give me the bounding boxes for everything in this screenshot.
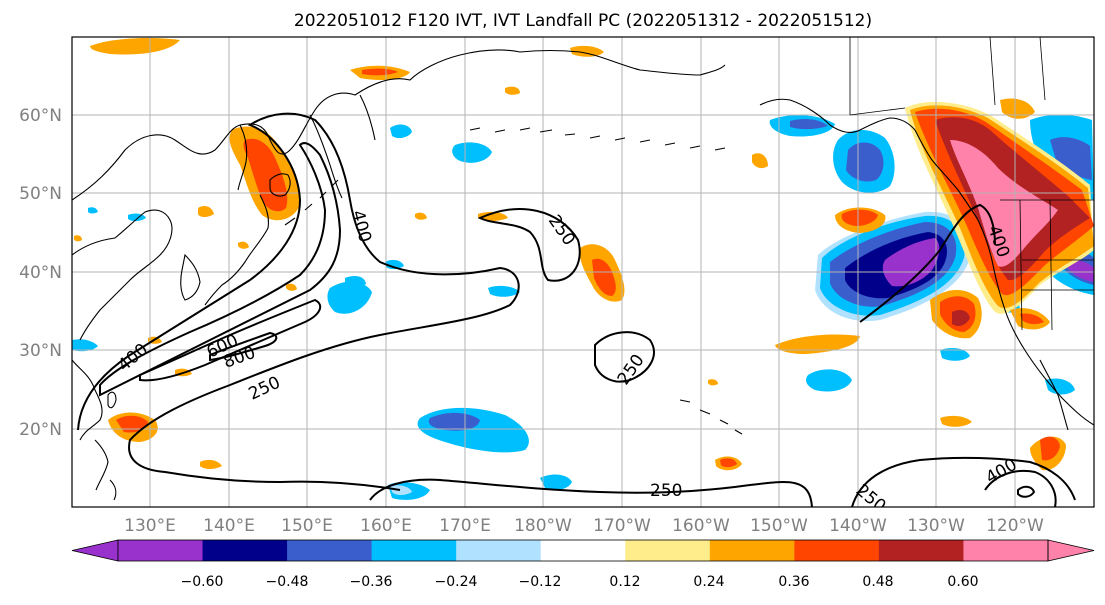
contour-inner-southeast bbox=[1017, 485, 1036, 498]
lon-label: 170°E bbox=[439, 516, 491, 536]
longitude-labels: 130°E 140°E 150°E 160°E 170°E 180°W 170°… bbox=[124, 516, 1044, 536]
contour-250-central bbox=[477, 208, 581, 282]
colorbar-segment bbox=[202, 540, 288, 561]
coast-kamchatka bbox=[309, 94, 376, 199]
colorbar-segment bbox=[456, 540, 542, 561]
coast-aleutians bbox=[469, 127, 726, 151]
contour-250-western bbox=[77, 112, 520, 491]
colorbar-segment bbox=[287, 540, 373, 561]
colorbar-tick-label: 0.24 bbox=[693, 574, 724, 590]
colorbar-ticks: −0.60 −0.48 −0.36 −0.24 −0.12 0.12 0.24 … bbox=[181, 574, 979, 590]
coast-kuril bbox=[284, 179, 339, 226]
coast-japan bbox=[204, 173, 291, 306]
lon-label: 180°W bbox=[514, 516, 572, 536]
borders bbox=[849, 37, 1094, 331]
coast-taiwan bbox=[107, 391, 117, 409]
colorbar-segment bbox=[540, 540, 626, 561]
coast-alaska bbox=[759, 98, 979, 221]
colorbar-tick-label: −0.24 bbox=[435, 574, 478, 590]
pc-shading bbox=[72, 38, 1094, 500]
coast-sakhalin bbox=[237, 124, 248, 191]
positive-anomaly-offshore bbox=[715, 98, 1066, 471]
colorbar-tick-label: −0.60 bbox=[181, 574, 224, 590]
colorbar-extend-low bbox=[71, 539, 119, 562]
contour-250-northeast bbox=[859, 203, 996, 323]
figure-title: 2022051012 F120 IVT, IVT Landfall PC (20… bbox=[294, 11, 872, 31]
lon-label: 130°W bbox=[907, 516, 965, 536]
colorbar-tick-label: 0.36 bbox=[778, 574, 809, 590]
coast-china-south bbox=[72, 359, 103, 441]
lon-label: 140°W bbox=[829, 516, 887, 536]
colorbar-tick-label: −0.36 bbox=[350, 574, 393, 590]
contour-400-southeast bbox=[984, 470, 1057, 507]
colorbar-segment bbox=[794, 540, 880, 561]
colorbar-extend-high bbox=[1047, 539, 1095, 562]
negative-anomaly-gulf-of-alaska bbox=[769, 115, 895, 193]
coastlines bbox=[72, 49, 1094, 501]
lat-label: 40°N bbox=[19, 263, 62, 283]
contour-600-western bbox=[139, 298, 322, 382]
contour-250-southeast bbox=[851, 456, 1076, 507]
lon-label: 150°W bbox=[750, 516, 808, 536]
coast-asia bbox=[72, 49, 726, 201]
map-panel: 400 250 600 800 400 250 250 250 400 250 … bbox=[71, 36, 1095, 508]
contour-400-western bbox=[99, 142, 342, 397]
contour-800-western bbox=[209, 331, 278, 362]
colorbar-tick-label: 0.12 bbox=[609, 574, 640, 590]
colorbar-segment bbox=[118, 540, 204, 561]
graticule bbox=[72, 37, 1094, 507]
lon-label: 150°E bbox=[281, 516, 333, 536]
colorbar-frame bbox=[117, 539, 1049, 562]
lon-label: 130°E bbox=[124, 516, 176, 536]
lat-label: 60°N bbox=[19, 106, 62, 126]
coast-korea bbox=[180, 253, 201, 301]
lon-label: 160°E bbox=[360, 516, 412, 536]
negative-anomaly-northeast-pacific bbox=[815, 211, 971, 322]
colorbar-segment bbox=[371, 540, 457, 561]
coast-philippines bbox=[94, 439, 117, 501]
colorbar-segments bbox=[71, 539, 1095, 562]
lon-label: 140°E bbox=[203, 516, 255, 536]
lat-label: 50°N bbox=[19, 184, 62, 204]
coast-china bbox=[72, 209, 173, 341]
coast-baja bbox=[1039, 359, 1069, 431]
colorbar: −0.60 −0.48 −0.36 −0.24 −0.12 0.12 0.24 … bbox=[71, 539, 1095, 590]
colorbar-tick-label: −0.12 bbox=[519, 574, 562, 590]
lon-label: 120°W bbox=[986, 516, 1044, 536]
ivt-contours bbox=[77, 112, 1076, 507]
colorbar-segment bbox=[963, 540, 1049, 561]
colorbar-tick-label: 0.48 bbox=[862, 574, 893, 590]
colorbar-segment bbox=[625, 540, 711, 561]
lat-label: 20°N bbox=[19, 420, 62, 440]
colorbar-segment bbox=[878, 540, 964, 561]
lat-label: 30°N bbox=[19, 341, 62, 361]
latitude-labels: 60°N 50°N 40°N 30°N 20°N bbox=[19, 106, 62, 440]
colorbar-tick-label: −0.48 bbox=[266, 574, 309, 590]
contour-250-south bbox=[369, 478, 813, 507]
map-frame bbox=[71, 36, 1095, 508]
coast-hawaii bbox=[679, 399, 743, 435]
lon-label: 170°W bbox=[593, 516, 651, 536]
positive-anomaly-pnw bbox=[905, 101, 1094, 314]
lon-label: 160°W bbox=[672, 516, 730, 536]
colorbar-segment bbox=[709, 540, 795, 561]
contour-250-subtropical bbox=[594, 331, 655, 383]
contour-label: 250 bbox=[650, 481, 682, 501]
colorbar-tick-label: 0.60 bbox=[947, 574, 978, 590]
coast-north-america bbox=[977, 219, 1094, 426]
